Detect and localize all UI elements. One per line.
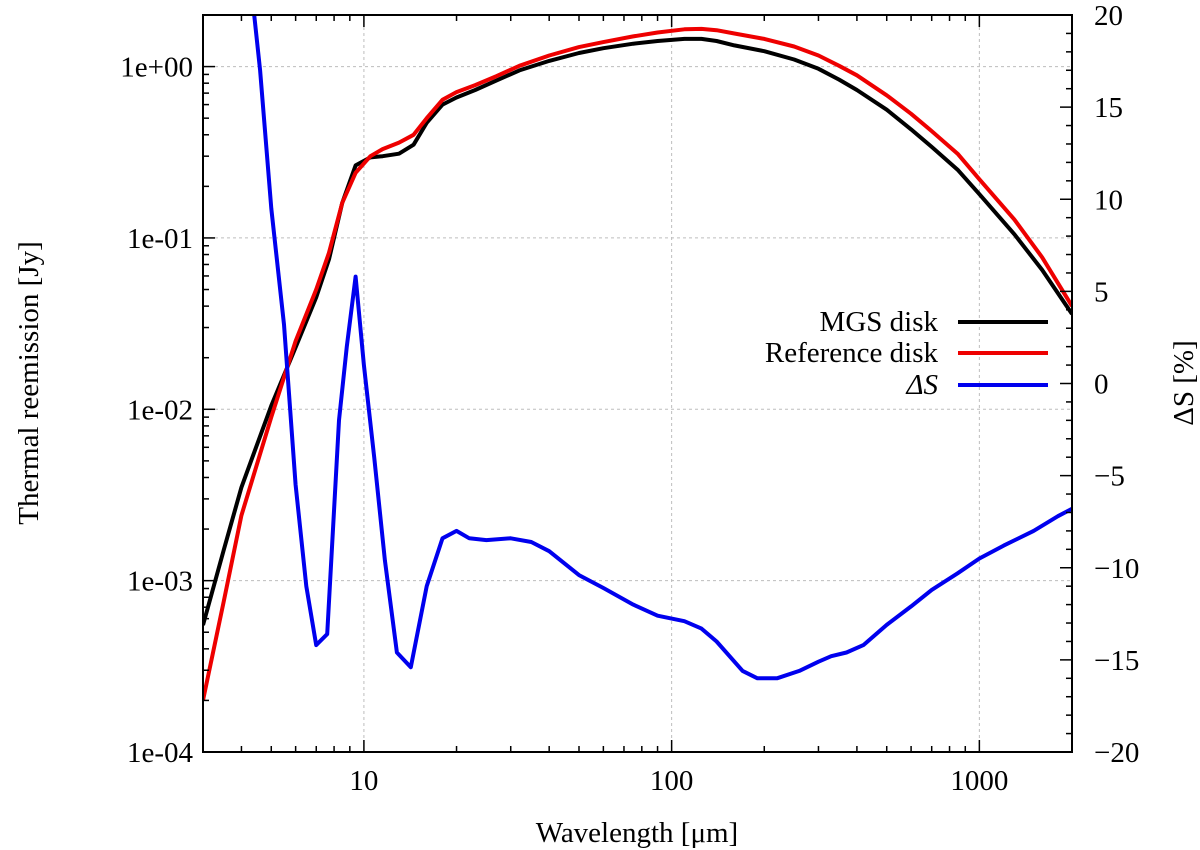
- x-tick-label: 10: [349, 765, 378, 797]
- y-tick-label: 1e-02: [127, 394, 193, 426]
- legend-label-mgs-disk: MGS disk: [820, 306, 939, 338]
- x-tick-label: 100: [650, 765, 694, 797]
- y-tick-label: 1e+00: [120, 52, 193, 84]
- y2-tick-label: 5: [1094, 276, 1109, 308]
- y-axis-title: Thermal reemission [Jy]: [13, 241, 45, 524]
- y2-tick-label: −10: [1094, 553, 1139, 585]
- legend-label-reference-disk: Reference disk: [765, 337, 939, 369]
- series-line-reference-disk: [203, 26, 1072, 701]
- tick-label-layer: 10 100 10001e-041e-031e-021e-011e+00201510…: [120, 0, 1139, 797]
- y-tick-label: 1e-01: [127, 223, 193, 255]
- y2-tick-label: −20: [1094, 737, 1139, 769]
- y2-axis-title: ΔS [%]: [1168, 340, 1200, 426]
- legend-label-delta-s: ΔS: [905, 369, 938, 401]
- y2-tick-label: 10: [1094, 184, 1123, 216]
- series-layer: [203, 15, 1072, 701]
- y2-tick-label: 0: [1094, 369, 1109, 401]
- y2-tick-label: −5: [1094, 461, 1125, 493]
- legend: MGS disk Reference disk ΔS: [765, 306, 1048, 401]
- y2-tick-label: 15: [1094, 92, 1123, 124]
- y-tick-label: 1e-03: [127, 566, 193, 598]
- x-tick-label: 1000: [950, 765, 1008, 797]
- plot-frame: [202, 14, 1073, 753]
- tick-layer: [202, 14, 1073, 753]
- x-axis-title: Wavelength [μm]: [536, 817, 738, 849]
- y2-tick-label: −15: [1094, 645, 1139, 677]
- grid-layer: [203, 15, 1072, 752]
- series-line-delta-s: [252, 15, 1072, 681]
- y2-tick-label: 20: [1094, 0, 1123, 32]
- y-tick-label: 1e-04: [127, 737, 194, 769]
